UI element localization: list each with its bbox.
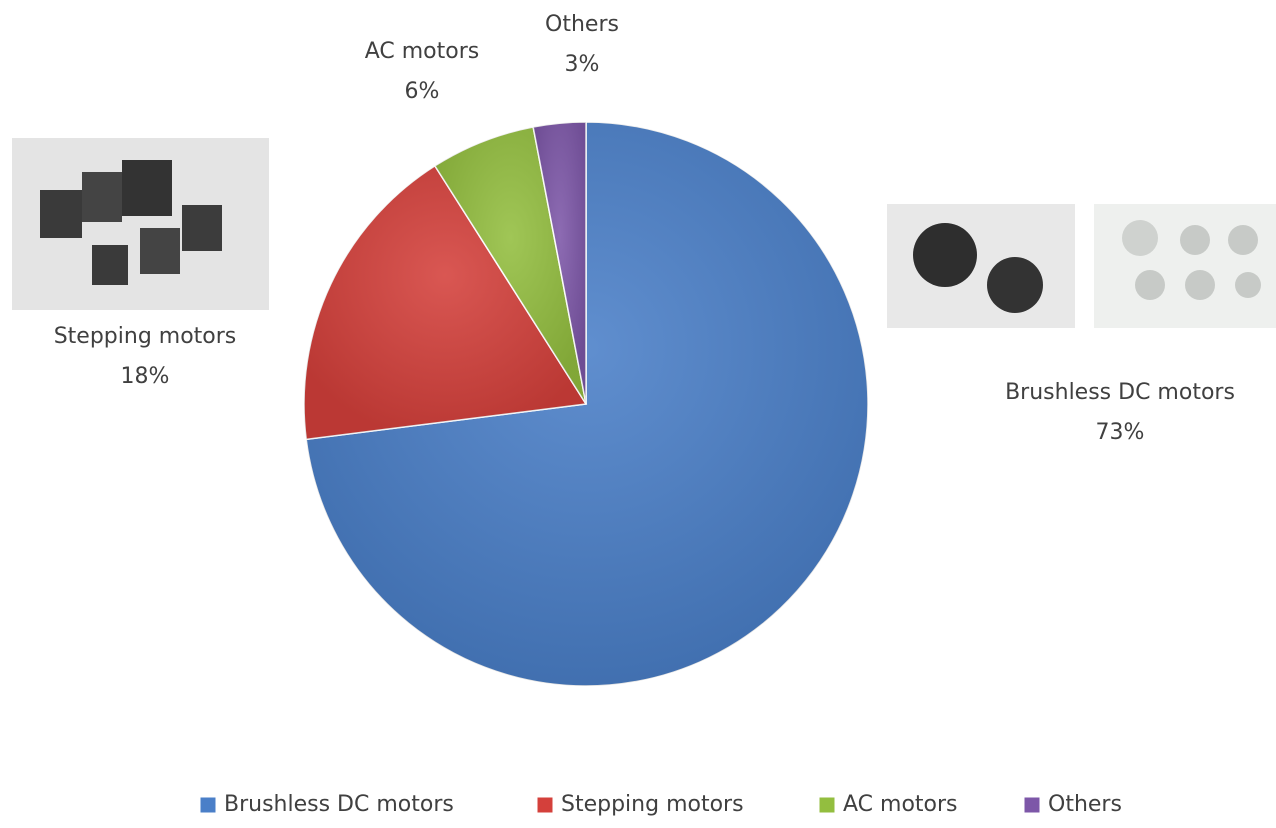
legend-swatch — [536, 796, 554, 814]
data-label-name: Brushless DC motors — [1005, 380, 1235, 405]
legend-label: AC motors — [843, 792, 958, 817]
photo-stepping-motors — [12, 138, 269, 310]
photo-brushless-motors — [887, 204, 1276, 328]
data-label-name: AC motors — [365, 39, 480, 64]
legend-swatch — [818, 796, 836, 814]
legend-swatch — [199, 796, 217, 814]
legend-label: Others — [1048, 792, 1122, 817]
legend-label: Brushless DC motors — [224, 792, 454, 817]
legend-label: Stepping motors — [561, 792, 744, 817]
data-label-value: 73% — [1096, 420, 1145, 445]
data-label-value: 18% — [121, 364, 170, 389]
data-label-name: Others — [545, 12, 619, 37]
data-label-value: 3% — [565, 52, 600, 77]
legend-swatch — [1023, 796, 1041, 814]
data-label-name: Stepping motors — [54, 324, 237, 349]
data-label-value: 6% — [405, 79, 440, 104]
